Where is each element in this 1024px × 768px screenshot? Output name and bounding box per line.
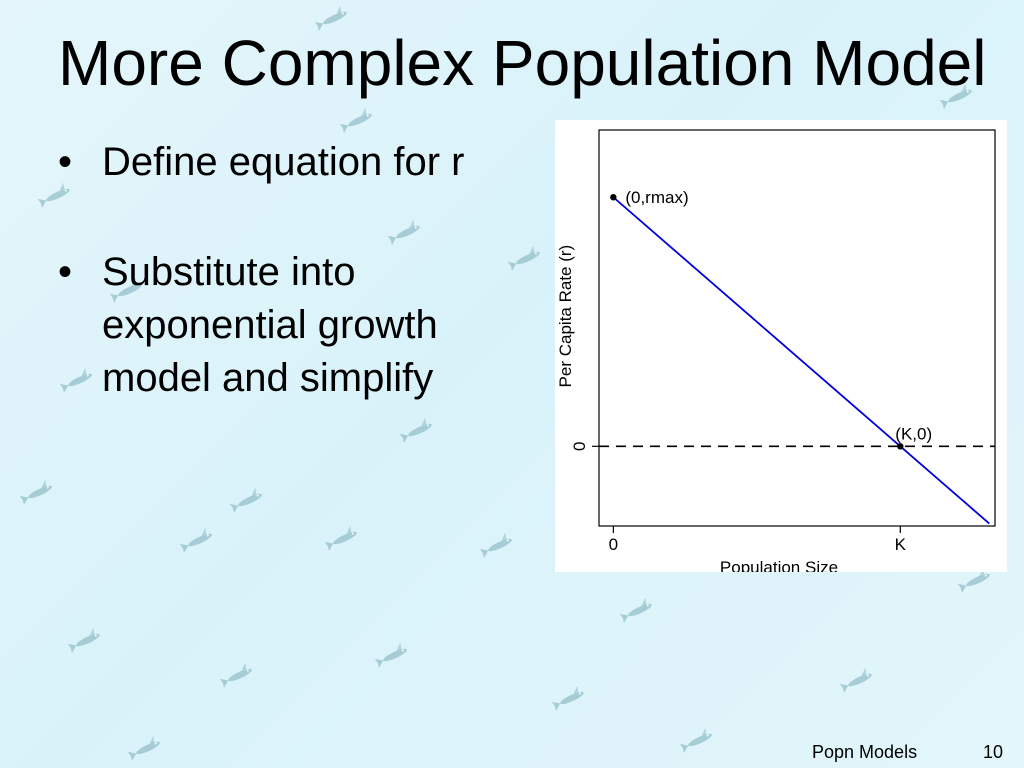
plot-frame <box>598 129 996 527</box>
footer-label: Popn Models <box>812 742 918 762</box>
chart: (0,rmax) (K,0) 0 K 0 Population Size Per… <box>556 129 996 572</box>
x-tick-label: 0 <box>609 535 618 554</box>
x-tick-label: K <box>895 535 907 554</box>
y-tick-label: 0 <box>570 442 589 451</box>
series-line <box>612 196 990 525</box>
page-number: 10 <box>983 742 1004 762</box>
bullet-text-line: Define equation for r <box>102 140 465 184</box>
slide-title: More Complex Population Model <box>58 27 987 99</box>
bullet-item: • Substitute into exponential growth mod… <box>58 246 528 405</box>
bullet-text-line: exponential growth <box>102 303 438 347</box>
bullet-text-line: model and simplify <box>102 356 434 400</box>
bullet-text-line: Substitute into <box>102 250 356 294</box>
x-axis-title: Population Size <box>720 558 838 572</box>
bullet-list: • Define equation for r • Substitute int… <box>58 136 528 405</box>
bullet-item: • Define equation for r <box>58 136 528 189</box>
bullet-marker: • <box>58 140 73 184</box>
chart-panel: (0,rmax) (K,0) 0 K 0 Population Size Per… <box>555 120 1007 572</box>
y-axis-title: Per Capita Rate (r) <box>556 245 575 388</box>
data-point-rmax <box>610 194 617 201</box>
point-label-k: (K,0) <box>895 424 932 443</box>
bullet-marker: • <box>58 250 73 294</box>
data-point-k <box>897 443 904 450</box>
point-label-rmax: (0,rmax) <box>625 188 688 207</box>
